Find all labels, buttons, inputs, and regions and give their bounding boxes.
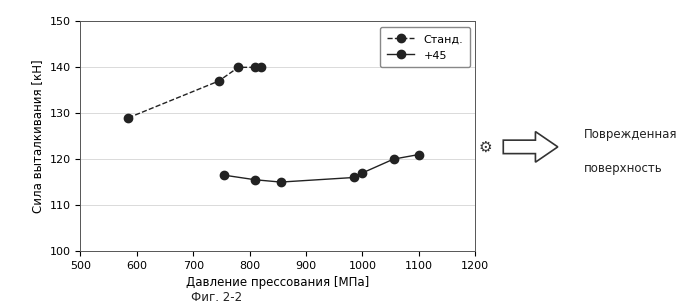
FancyArrow shape xyxy=(503,132,558,162)
+45 xyxy=(277,180,285,184)
Text: поверхность: поверхность xyxy=(584,162,663,175)
+45 xyxy=(415,153,423,156)
Станд. xyxy=(124,116,133,120)
Станд. xyxy=(257,65,265,69)
+45 xyxy=(251,178,259,182)
Line: +45: +45 xyxy=(220,150,423,186)
Text: Фиг. 2-2: Фиг. 2-2 xyxy=(191,291,243,304)
Y-axis label: Сила выталкивания [кН]: Сила выталкивания [кН] xyxy=(31,59,44,213)
Text: ⚙: ⚙ xyxy=(479,139,493,155)
Legend: Станд., +45: Станд., +45 xyxy=(380,27,470,67)
Text: Поврежденная: Поврежденная xyxy=(584,128,677,141)
Станд. xyxy=(251,65,259,69)
+45 xyxy=(220,173,229,177)
+45 xyxy=(389,157,398,161)
X-axis label: Давление прессования [МПа]: Давление прессования [МПа] xyxy=(186,276,370,289)
+45 xyxy=(350,176,358,179)
+45 xyxy=(359,171,367,175)
Line: Станд.: Станд. xyxy=(124,63,265,122)
Станд. xyxy=(234,65,243,69)
Станд. xyxy=(215,79,223,83)
